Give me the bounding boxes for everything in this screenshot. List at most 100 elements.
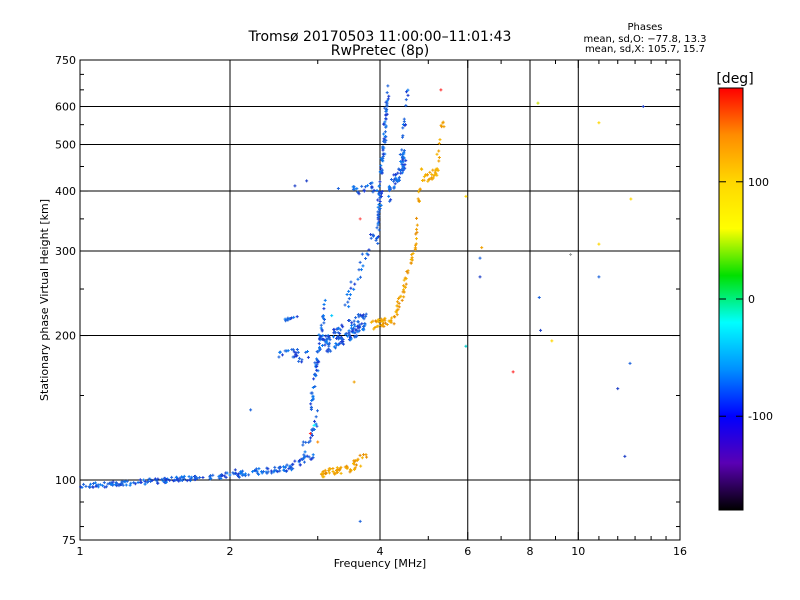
o-mode-point xyxy=(315,350,319,354)
o-mode-point xyxy=(220,473,224,477)
o-mode-point xyxy=(348,293,352,297)
o-mode-point xyxy=(247,473,251,477)
x-mode-point xyxy=(352,462,356,466)
x-tick-label: 16 xyxy=(673,545,687,558)
o-mode-point xyxy=(187,475,191,479)
o-mode-point xyxy=(317,333,321,337)
o-mode-point xyxy=(349,286,353,290)
o-mode-point xyxy=(364,312,368,316)
o-mode-point xyxy=(325,337,329,341)
o-mode-point xyxy=(385,99,389,103)
o-mode-point xyxy=(356,320,360,324)
o-mode-point xyxy=(84,484,88,488)
x-mode-point xyxy=(400,298,404,302)
o-mode-point xyxy=(321,337,325,341)
x-mode-point xyxy=(380,320,384,324)
o-mode-point xyxy=(382,152,386,156)
o-mode-point xyxy=(201,475,205,479)
x-mode-point xyxy=(433,169,437,173)
o-mode-point xyxy=(170,475,174,479)
x-mode-point xyxy=(442,125,446,129)
o-mode-point xyxy=(396,179,400,183)
o-mode-point xyxy=(388,189,392,193)
o-mode-point xyxy=(309,436,313,440)
o-mode-point xyxy=(164,480,168,484)
o-mode-point xyxy=(399,171,403,175)
outlier-point xyxy=(336,186,340,190)
outlier-point xyxy=(569,253,573,257)
outlier-point xyxy=(511,370,515,374)
o-mode-point xyxy=(341,325,345,329)
o-mode-point xyxy=(367,248,371,252)
o-mode-point xyxy=(336,327,340,331)
o-mode-point xyxy=(285,463,289,467)
x-mode-point xyxy=(434,172,438,176)
o-mode-point xyxy=(323,343,327,347)
o-mode-point xyxy=(400,148,404,152)
o-mode-point xyxy=(224,475,228,479)
colorbar-tick-label: 0 xyxy=(748,293,755,306)
o-mode-point xyxy=(361,264,365,268)
o-mode-point xyxy=(225,471,229,475)
o-mode-point xyxy=(363,323,367,327)
o-mode-point xyxy=(315,368,319,372)
outlier-point xyxy=(464,194,468,198)
x-tick-label: 1 xyxy=(77,545,84,558)
o-mode-point xyxy=(239,471,243,475)
x-mode-point xyxy=(406,269,410,273)
o-mode-point xyxy=(376,213,380,217)
x-mode-point xyxy=(328,468,332,472)
o-mode-point xyxy=(349,337,353,341)
grid-lines xyxy=(80,60,680,540)
o-mode-point xyxy=(376,221,380,225)
o-mode-point xyxy=(360,322,364,326)
x-mode-point xyxy=(359,464,363,468)
o-mode-point xyxy=(285,469,289,473)
outlier-point xyxy=(478,256,482,260)
x-mode-point xyxy=(354,463,358,467)
o-mode-point xyxy=(234,471,238,475)
x-tick-labels: 1 2 4 6 8 10 16 xyxy=(77,545,688,558)
x-mode-point xyxy=(353,466,357,470)
x-mode-point xyxy=(365,455,369,459)
o-mode-point xyxy=(358,260,362,264)
o-mode-point xyxy=(347,329,351,333)
outlier-point xyxy=(233,468,237,472)
x-mode-point xyxy=(375,324,379,328)
y-tick-labels: 75 100 200 300 400 500 600 750 xyxy=(55,54,76,547)
o-mode-point xyxy=(329,349,333,353)
o-mode-point xyxy=(357,329,361,333)
o-mode-point xyxy=(283,349,287,353)
o-mode-point xyxy=(354,316,358,320)
o-mode-point xyxy=(306,350,310,354)
o-mode-point xyxy=(362,317,366,321)
outlier-point xyxy=(464,344,468,348)
outlier-point xyxy=(539,328,543,332)
x-mode-point xyxy=(428,170,432,174)
x-mode-point xyxy=(332,471,336,475)
o-mode-point xyxy=(353,187,357,191)
y-tick-label: 300 xyxy=(55,245,76,258)
o-mode-point xyxy=(110,482,114,486)
o-mode-point xyxy=(357,313,361,317)
o-mode-point xyxy=(121,483,125,487)
o-mode-point xyxy=(384,138,388,142)
x-mode-point xyxy=(339,465,343,469)
x-mode-point xyxy=(396,308,400,312)
o-mode-point xyxy=(278,469,282,473)
o-mode-point xyxy=(307,455,311,459)
o-mode-point xyxy=(327,342,331,346)
x-mode-point xyxy=(402,278,406,282)
x-mode-point xyxy=(430,173,434,177)
o-mode-point xyxy=(96,485,100,489)
outlier-point xyxy=(550,339,554,343)
x-mode-point xyxy=(379,323,383,327)
o-mode-point xyxy=(311,394,315,398)
o-mode-point xyxy=(384,124,388,128)
o-mode-point xyxy=(278,350,282,354)
o-mode-point xyxy=(281,465,285,469)
x-mode-point xyxy=(437,159,441,163)
o-mode-point xyxy=(303,450,307,454)
o-mode-point xyxy=(255,469,259,473)
o-mode-point xyxy=(402,149,406,153)
